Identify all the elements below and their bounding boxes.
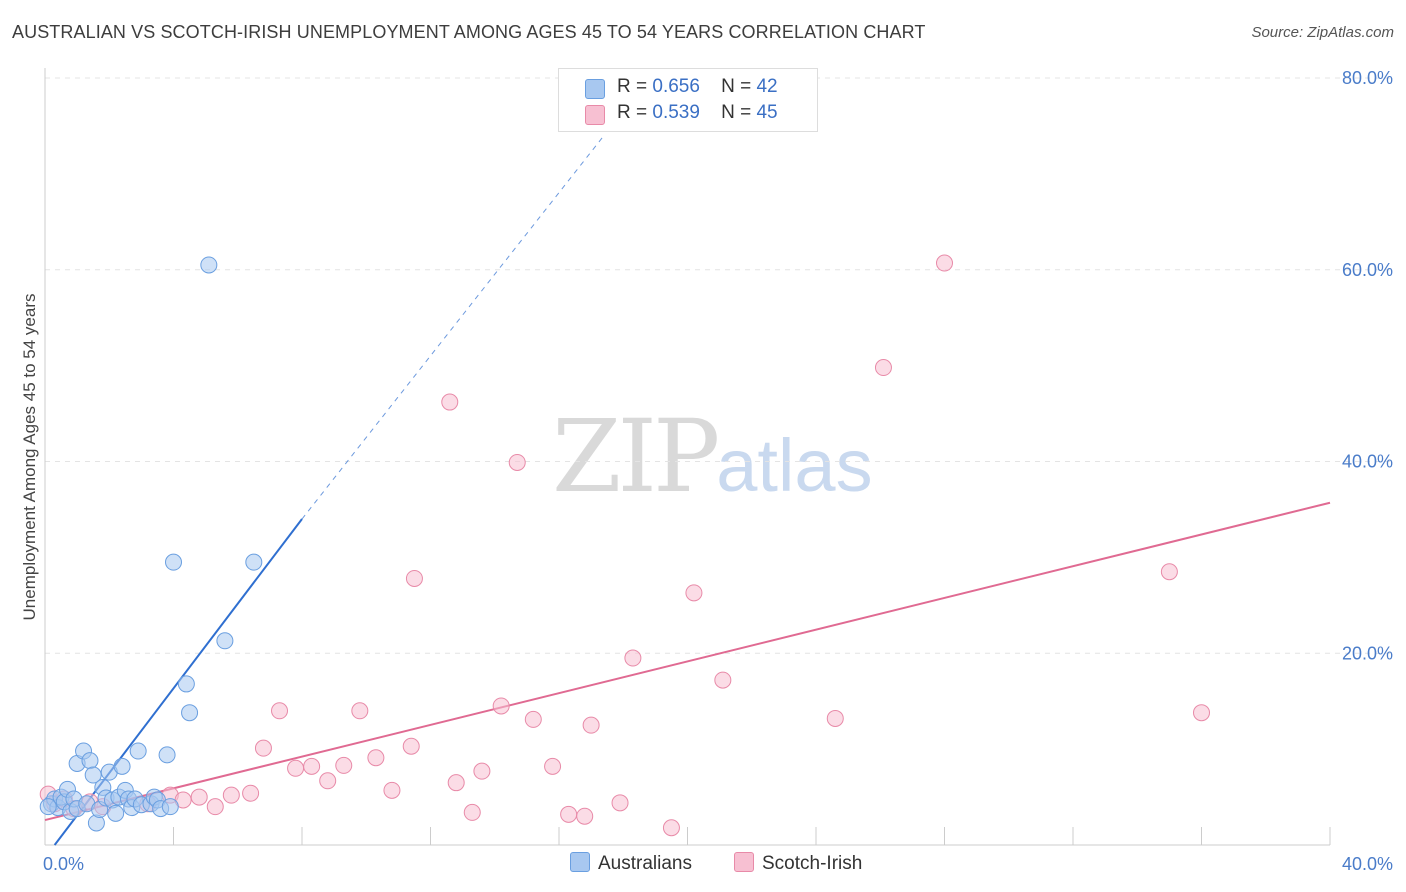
y-axis-label: Unemployment Among Ages 45 to 54 years (20, 294, 39, 621)
chart-title: AUSTRALIAN VS SCOTCH-IRISH UNEMPLOYMENT … (12, 22, 926, 42)
point-scotch-irish (685, 584, 703, 602)
legend-text: R = 0.539 N = 45 (617, 102, 778, 124)
point-australians (200, 256, 218, 274)
point-scotch-irish (826, 709, 844, 727)
point-scotch-irish (222, 786, 240, 804)
trend-lines (44, 135, 1331, 846)
point-australians (39, 798, 57, 816)
point-scotch-irish (624, 649, 642, 667)
point-australians (245, 553, 263, 571)
point-scotch-irish (335, 756, 353, 774)
point-scotch-irish (611, 794, 629, 812)
point-australians (177, 675, 195, 693)
y-tick-label: 60.0% (1342, 260, 1393, 280)
point-scotch-irish (1193, 704, 1210, 722)
legend-swatch-pink (585, 105, 605, 125)
gridlines (45, 77, 1390, 654)
legend-n-label: N = (721, 76, 752, 97)
legend-item-australians: Australians (570, 852, 692, 875)
point-scotch-irish (463, 803, 481, 821)
point-australians (161, 798, 179, 816)
point-australians (158, 746, 176, 764)
legend-swatch-pink (734, 852, 754, 872)
y-tick-label: 20.0% (1342, 643, 1393, 663)
point-scotch-irish (582, 716, 600, 734)
legend-n-label: N = (721, 102, 752, 123)
point-scotch-irish (492, 697, 510, 715)
source-label: Source: ZipAtlas.com (1251, 24, 1394, 41)
legend-r-value: 0.656 (652, 76, 700, 97)
point-scotch-irish (383, 781, 401, 799)
axes (44, 68, 1331, 846)
point-australians (216, 632, 234, 650)
point-scotch-irish (936, 254, 953, 272)
point-australians (181, 704, 199, 722)
point-scotch-irish (367, 749, 385, 767)
y-tick-label: 80.0% (1342, 68, 1393, 88)
x-tick-label: 40.0% (1342, 854, 1393, 874)
point-scotch-irish (254, 739, 272, 757)
point-australians (107, 804, 125, 822)
point-australians (81, 752, 99, 770)
point-scotch-irish (242, 784, 260, 802)
legend-text: R = 0.656 N = 42 (617, 76, 778, 98)
x-tick-label: 0.0% (43, 854, 84, 874)
point-scotch-irish (662, 819, 680, 837)
trend-line-australians-extension (301, 135, 605, 520)
point-scotch-irish (287, 759, 305, 777)
point-australians (113, 757, 131, 775)
point-scotch-irish (190, 788, 208, 806)
point-scotch-irish (576, 807, 594, 825)
watermark: ZIPatlas (552, 398, 873, 515)
legend-label: Australians (598, 853, 692, 874)
point-scotch-irish (1160, 563, 1178, 581)
data-points (39, 254, 1210, 837)
point-scotch-irish (544, 757, 562, 775)
legend-n-value: 45 (756, 102, 778, 123)
watermark-atlas: atlas (716, 424, 873, 507)
point-scotch-irish (402, 737, 420, 755)
point-scotch-irish (441, 393, 459, 411)
trend-line-scotch-irish (44, 501, 1331, 822)
legend-r-label: R = (617, 102, 648, 123)
y-tick-label: 40.0% (1342, 452, 1393, 472)
point-scotch-irish (206, 798, 224, 816)
point-australians (165, 553, 182, 571)
legend-r-value: 0.539 (652, 102, 700, 123)
correlation-legend: R = 0.656 N = 42 R = 0.539 N = 45 (558, 68, 818, 132)
tick-labels: 20.0% 40.0% 60.0% 80.0% 0.0% 40.0% (43, 68, 1393, 874)
legend-r-label: R = (617, 76, 648, 97)
point-scotch-irish (508, 453, 526, 471)
point-scotch-irish (473, 762, 491, 780)
point-scotch-irish (874, 359, 892, 377)
point-australians (84, 766, 102, 784)
point-scotch-irish (524, 710, 542, 728)
watermark-zip: ZIP (552, 398, 720, 515)
point-australians (129, 742, 147, 760)
point-scotch-irish (303, 757, 321, 775)
point-scotch-irish (447, 774, 465, 792)
point-scotch-irish (714, 671, 732, 689)
legend-swatch-blue (585, 79, 605, 99)
point-scotch-irish (271, 702, 289, 720)
point-scotch-irish (560, 805, 578, 823)
point-scotch-irish (405, 569, 423, 587)
legend-n-value: 42 (756, 76, 778, 97)
legend-swatch-blue (570, 852, 590, 872)
legend-label: Scotch-Irish (762, 853, 863, 874)
legend-item-scotch-irish: Scotch-Irish (734, 852, 862, 875)
point-scotch-irish (351, 702, 369, 720)
point-scotch-irish (319, 772, 337, 790)
